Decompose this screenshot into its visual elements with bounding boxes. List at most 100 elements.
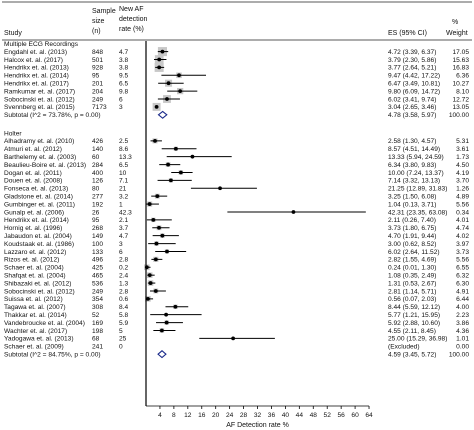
es-ci: 1.08 (0.35, 2.49) (388, 272, 436, 279)
sample-size: 149 (92, 233, 103, 240)
subtotal-weight: 100.00 (449, 351, 470, 358)
study-label: Gladstone et. al. (2014) (4, 193, 73, 200)
point-estimate (173, 146, 178, 151)
point-estimate (165, 249, 169, 254)
sample-size: 496 (92, 257, 103, 264)
point-estimate (164, 312, 169, 317)
x-axis: 4 8 12 16 20 24 28 32 36 40 44 48 52 56 60 64 (146, 405, 373, 419)
detection-rate: 9.5 (119, 73, 128, 80)
study-label: Thakkar et. al. (2014) (4, 312, 67, 319)
x-tick-label: 36 (268, 412, 276, 419)
detection-rate: 3 (119, 241, 123, 248)
detection-rate: 3.7 (119, 225, 128, 232)
study-label: Tagawa et. al. (2007) (4, 304, 66, 311)
subtotal-es-ci: 4.78 (3.58, 5.97) (388, 112, 436, 119)
weight: 15.63 (452, 57, 469, 64)
es-ci: 4.55 (2.11, 8.45) (388, 328, 436, 335)
sample-size: 7173 (92, 104, 107, 111)
study-label: Wachter et. al. (2017) (4, 328, 67, 335)
sample-size: 95 (92, 73, 100, 80)
weight: 10.27 (452, 81, 469, 88)
detection-rate: 3.8 (119, 57, 128, 64)
weight: 6.55 (456, 265, 469, 272)
study-label: Svennberg et. al. (2015) (4, 104, 75, 111)
weight: 6.44 (456, 296, 469, 303)
sample-size: 95 (92, 217, 100, 224)
weight: 13.05 (452, 104, 469, 111)
es-ci: 25.00 (15.29, 36.98) (388, 336, 447, 343)
study-label: Rizos et. al. (2012) (4, 257, 59, 264)
sample-size: 249 (92, 96, 103, 103)
sample-size: 354 (92, 296, 103, 303)
column-headers: Study Sample size (n) New AF detection r… (4, 6, 468, 37)
sample-size: 26 (92, 209, 100, 216)
es-ci: 13.33 (5.94, 24.59) (388, 154, 444, 161)
weight: 5.56 (456, 201, 469, 208)
weight: 3.97 (456, 241, 469, 248)
weight: 8.10 (456, 88, 469, 95)
detection-rate: 4.7 (119, 233, 128, 240)
point-estimate (168, 178, 173, 183)
point-estimate (157, 57, 162, 62)
study-label: Koudstaak et. al. (1986) (4, 241, 74, 248)
point-estimate (166, 162, 170, 167)
study-label: Suissa et. al. (2012) (4, 296, 63, 303)
point-estimate (190, 154, 195, 159)
study-label: Lazzaro et. al. (2012) (4, 249, 66, 256)
header-size-line3: (n) (92, 28, 101, 35)
point-estimate (291, 210, 296, 214)
x-tick-label: 40 (282, 412, 290, 419)
weight: 1.01 (456, 336, 469, 343)
study-label: Hendrikx et. al. (2017) (4, 81, 69, 88)
sample-size: 241 (92, 344, 103, 351)
es-ci: 0.24 (0.01, 1.30) (388, 265, 436, 272)
es-ci: 5.77 (1.21, 15.95) (388, 312, 440, 319)
detection-rate: 25 (119, 336, 127, 343)
sample-size: 501 (92, 57, 103, 64)
x-tick-label: 28 (240, 412, 248, 419)
es-ci: 1.04 (0.13, 3.71) (388, 201, 436, 208)
es-ci: 6.34 (3.80, 9.83) (388, 162, 436, 169)
sample-size: 465 (92, 272, 103, 279)
sample-size: 425 (92, 265, 103, 272)
sample-size: 426 (92, 138, 103, 145)
detection-rate: 2.4 (119, 272, 128, 279)
sample-size: 169 (92, 320, 103, 327)
x-tick-label: 56 (337, 412, 345, 419)
point-estimate (153, 138, 157, 143)
x-tick-label: 32 (254, 412, 262, 419)
weight: 0.34 (456, 209, 469, 216)
weight: 4.91 (456, 288, 469, 295)
es-ci: 3.79 (2.30, 5.86) (388, 57, 436, 64)
es-ci: 3.77 (2.64, 5.21) (388, 65, 436, 72)
detection-rate: 4.7 (119, 49, 128, 56)
detection-rate: 5.8 (119, 312, 128, 319)
study-label: Gumbinger et. al. (2011) (4, 201, 75, 208)
study-label: Beaulieu-Boire et. al. (2013) (4, 162, 86, 169)
study-label: Shafqat et. al. (2004) (4, 272, 66, 279)
study-label: Hendrikx et. al. (2013) (4, 65, 69, 72)
sample-size: 80 (92, 186, 100, 193)
study-label: Vandebroucke et. al. (2004) (4, 320, 85, 327)
detection-rate: 13.3 (119, 154, 132, 161)
study-label: Hornig et. al. (1996) (4, 225, 62, 232)
header-es: ES (95% CI) (388, 30, 427, 37)
weight: 6.30 (456, 280, 469, 287)
sample-size: 68 (92, 336, 100, 343)
es-ci: 2.81 (1.14, 5.71) (388, 288, 436, 295)
point-estimate (153, 257, 158, 262)
es-ci: 2.11 (0.26, 7.40) (388, 217, 436, 224)
point-estimate (157, 65, 162, 70)
weight: 3.70 (456, 178, 469, 185)
detection-rate: 1 (119, 201, 123, 208)
study-label: Dogan et. al. (2011) (4, 170, 62, 177)
es-ci: 9.47 (4.42, 17.22) (388, 73, 440, 80)
es-ci: 0.56 (0.07, 2.03) (388, 296, 436, 303)
weight: 4.01 (456, 217, 469, 224)
header-size-line2: size (92, 18, 105, 25)
subtotal-diamond (157, 110, 168, 119)
point-estimate (154, 241, 159, 246)
point-estimate (159, 328, 164, 333)
detection-rate: 6 (119, 96, 123, 103)
